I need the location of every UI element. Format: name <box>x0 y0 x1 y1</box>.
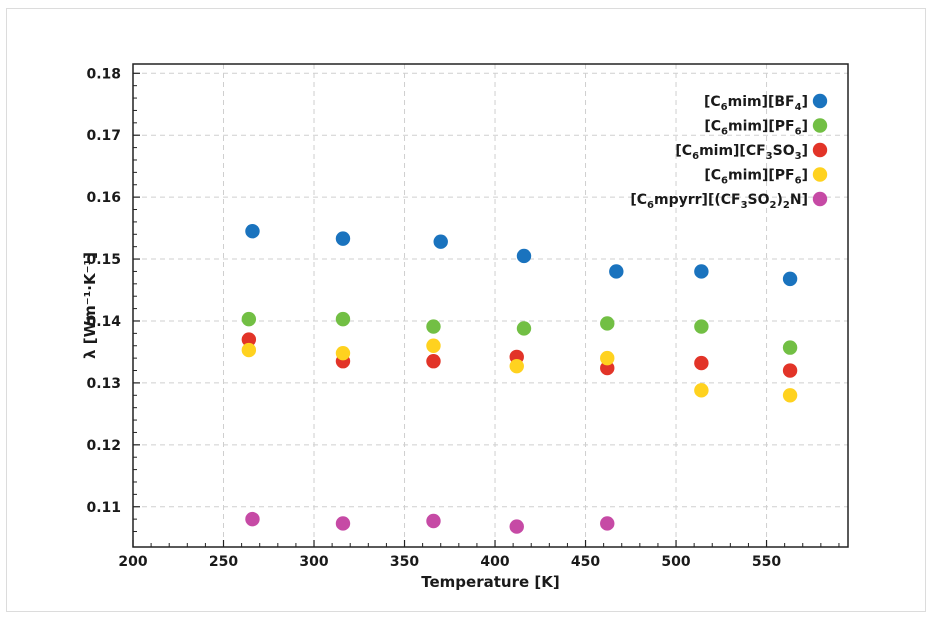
legend-label: [C6mim][BF4] <box>704 94 808 113</box>
y-tick-label: 0.14 <box>86 314 121 330</box>
legend-marker <box>812 191 828 207</box>
y-tick-label: 0.12 <box>86 438 121 454</box>
data-point-series-4 <box>782 388 798 403</box>
data-point-series-5 <box>600 516 615 531</box>
axis-ticks <box>132 72 840 547</box>
x-tick-label: 550 <box>752 554 781 570</box>
legend-subscript: 6 <box>721 102 728 113</box>
y-tick-label: 0.16 <box>86 190 121 206</box>
legend-label: [C6mim][PF6] <box>704 168 808 187</box>
x-axis-title: Temperature [K] <box>421 573 559 591</box>
x-tick-label: 350 <box>390 554 419 570</box>
x-tick-label: 450 <box>571 554 600 570</box>
legend-subscript: 3 <box>741 200 748 211</box>
legend-label: [C6mim][PF6] <box>704 119 808 138</box>
legend-text-part: [C <box>704 119 721 135</box>
data-point-series-1 <box>335 231 351 246</box>
data-point-series-2 <box>335 311 351 327</box>
data-point-series-2 <box>516 321 532 336</box>
legend-marker <box>812 118 828 133</box>
data-point-series-2 <box>426 319 441 334</box>
legend-text-part: mpyrr][(CF <box>654 192 741 208</box>
legend-text-part: mim][CF <box>699 143 766 159</box>
legend-label: [C6mpyrr][(CF3SO2)2N] <box>630 192 808 211</box>
data-point-series-1 <box>516 248 532 264</box>
legend-label: [C6mim][CF3SO3] <box>675 143 808 162</box>
x-tick-label: 400 <box>480 554 509 570</box>
data-point-series-4 <box>509 358 524 374</box>
y-tick-label: 0.18 <box>86 66 121 82</box>
tick-labels: 200 250 300 350 400 450 500 550 0.11 0.12 0.13 0.14… <box>86 66 781 570</box>
figure-frame <box>6 8 926 612</box>
legend-text-part: ] <box>802 143 808 159</box>
x-tick-label: 500 <box>661 554 690 570</box>
legend-subscript: 2 <box>770 200 777 211</box>
plot-area-border <box>132 63 849 548</box>
data-point-series-2 <box>782 340 798 355</box>
legend-subscript: 6 <box>795 176 802 187</box>
x-tick-label: 250 <box>209 554 238 570</box>
y-tick-label: 0.15 <box>86 252 121 268</box>
data-point-series-3 <box>426 354 441 369</box>
legend-marker <box>812 167 828 182</box>
data-point-series-3 <box>241 332 257 347</box>
legend-subscript: 3 <box>795 151 802 162</box>
data-point-series-1 <box>433 234 448 249</box>
data-point-series-5 <box>509 519 524 534</box>
data-point-series-2 <box>600 316 615 331</box>
legend-marker <box>812 142 828 158</box>
data-point-series-4 <box>241 342 257 358</box>
y-tick-label: 0.17 <box>86 128 121 144</box>
y-tick-label: 0.11 <box>86 500 121 516</box>
data-point-series-2 <box>241 311 257 327</box>
data-point-series-2 <box>694 319 709 334</box>
data-point-series-3 <box>694 355 709 371</box>
legend-text-part: mim][PF <box>728 168 795 184</box>
data-point-series-4 <box>600 350 615 366</box>
legend-text-part: ) <box>777 192 783 208</box>
grid-lines <box>133 64 848 547</box>
y-tick-label: 0.13 <box>86 376 121 392</box>
data-point-series-3 <box>600 360 615 376</box>
x-tick-label: 300 <box>299 554 328 570</box>
data-point-series-1 <box>782 271 798 287</box>
data-point-series-3 <box>782 363 798 378</box>
data-point-series-4 <box>426 338 441 353</box>
legend-text-part: mim][PF <box>728 119 795 135</box>
legend-text-part: N] <box>790 192 808 208</box>
data-point-series-5 <box>245 511 260 527</box>
legend-marker <box>812 93 828 109</box>
legend-text-part: ] <box>802 119 808 135</box>
legend-subscript: 3 <box>766 151 773 162</box>
legend-subscript: 6 <box>692 151 699 162</box>
legend-subscript: 4 <box>795 102 802 113</box>
legend: [C6mim][BF4][C6mim][PF6][C6mim][CF3SO3][… <box>630 93 828 211</box>
x-tick-label: 200 <box>118 554 147 570</box>
legend-subscript: 6 <box>721 127 728 138</box>
data-point-series-1 <box>245 223 260 239</box>
legend-subscript: 2 <box>783 200 790 211</box>
legend-subscript: 6 <box>795 127 802 138</box>
legend-subscript: 6 <box>647 200 654 211</box>
legend-text-part: [C <box>630 192 647 208</box>
legend-text-part: SO <box>748 192 770 208</box>
data-point-series-4 <box>694 383 709 398</box>
legend-text-part: SO <box>773 143 795 159</box>
data-point-series-1 <box>609 264 624 279</box>
legend-text-part: [C <box>704 94 721 110</box>
legend-subscript: 6 <box>721 176 728 187</box>
data-point-series-1 <box>694 264 709 279</box>
data-point-series-5 <box>426 513 441 529</box>
legend-text-part: mim][BF <box>728 94 795 110</box>
legend-text-part: ] <box>802 168 808 184</box>
data-points <box>241 223 798 534</box>
legend-text-part: [C <box>675 143 692 159</box>
legend-text-part: [C <box>704 168 721 184</box>
y-axis-title: λ [Wm⁻¹·K⁻¹] <box>81 252 99 359</box>
legend-text-part: ] <box>802 94 808 110</box>
data-point-series-5 <box>335 516 351 531</box>
data-point-series-4 <box>335 345 351 361</box>
